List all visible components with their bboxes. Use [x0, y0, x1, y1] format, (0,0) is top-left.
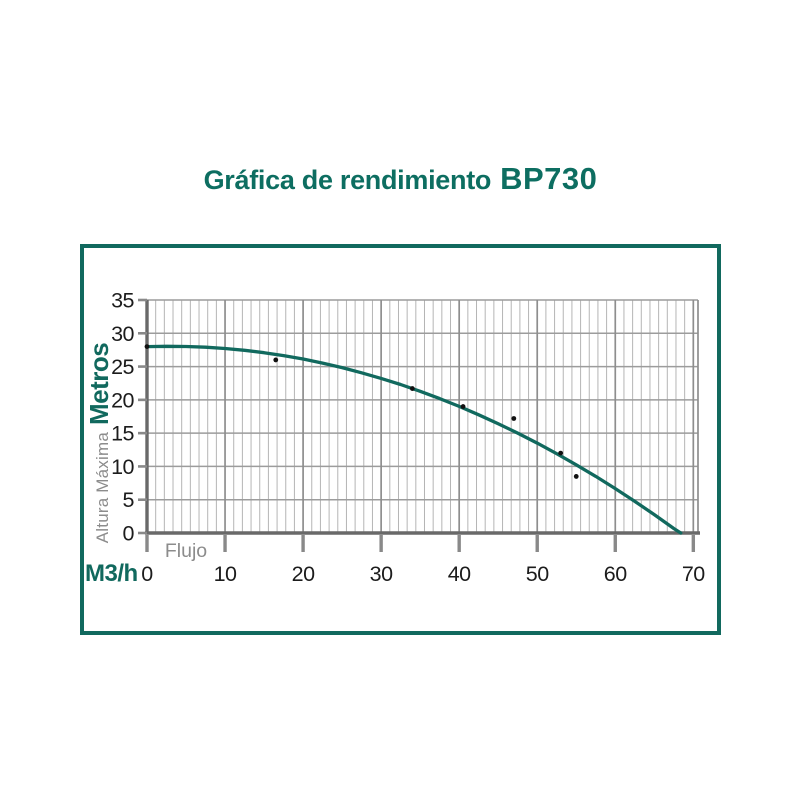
- flow-curve: [145, 344, 683, 535]
- data-point: [573, 474, 579, 479]
- y-axis-name: Altura Máxima: [93, 432, 112, 544]
- x-tick-label: 10: [214, 562, 237, 586]
- y-tick-label: 25: [111, 355, 134, 379]
- x-tick-label: 20: [292, 562, 315, 586]
- chart-title-text: Gráfica de rendimiento: [203, 165, 492, 195]
- x-ticks: [145, 535, 696, 552]
- grid-major-vertical: [224, 300, 699, 533]
- y-tick-label: 30: [111, 322, 134, 346]
- data-points: [144, 344, 579, 479]
- data-point: [558, 450, 564, 456]
- y-tick-labels: 0 5 10 15 20 25 30 35: [111, 289, 135, 546]
- x-axis-name: Flujo: [165, 540, 207, 562]
- x-tick-labels: 0 10 20 30 40 50 60 70: [141, 562, 706, 586]
- y-ticks: [138, 298, 147, 535]
- y-tick-label: 5: [123, 488, 135, 512]
- performance-chart-frame: [80, 244, 721, 635]
- chart-title-model: BP730: [500, 161, 598, 196]
- data-point: [273, 357, 279, 363]
- grid-minor-vertical: [155, 300, 694, 533]
- x-tick-label: 30: [370, 562, 393, 586]
- chart-title: Gráfica de rendimiento BP730: [80, 161, 721, 197]
- x-axis-unit: M3/h: [85, 560, 138, 587]
- x-tick-label: 60: [604, 562, 627, 586]
- data-point: [144, 344, 150, 349]
- y-tick-label: 15: [111, 422, 134, 446]
- y-axis-unit: Metros: [84, 342, 114, 425]
- x-tick-label: 50: [526, 562, 549, 586]
- axes: [145, 300, 700, 535]
- y-tick-label: 35: [111, 289, 134, 313]
- y-tick-label: 10: [111, 455, 134, 479]
- curve-line: [145, 344, 683, 535]
- y-tick-label: 20: [111, 388, 134, 412]
- data-point: [409, 386, 415, 391]
- x-tick-label: 40: [448, 562, 471, 586]
- x-tick-label: 70: [682, 562, 705, 586]
- data-point: [460, 404, 466, 409]
- grid-horizontal: [147, 299, 698, 501]
- y-tick-label: 0: [123, 522, 135, 546]
- x-tick-label: 0: [141, 562, 153, 586]
- data-point: [511, 416, 517, 421]
- x-axis-name-label: Flujo: [165, 540, 207, 562]
- y-axis-label: Altura Máxima Metros: [84, 336, 114, 550]
